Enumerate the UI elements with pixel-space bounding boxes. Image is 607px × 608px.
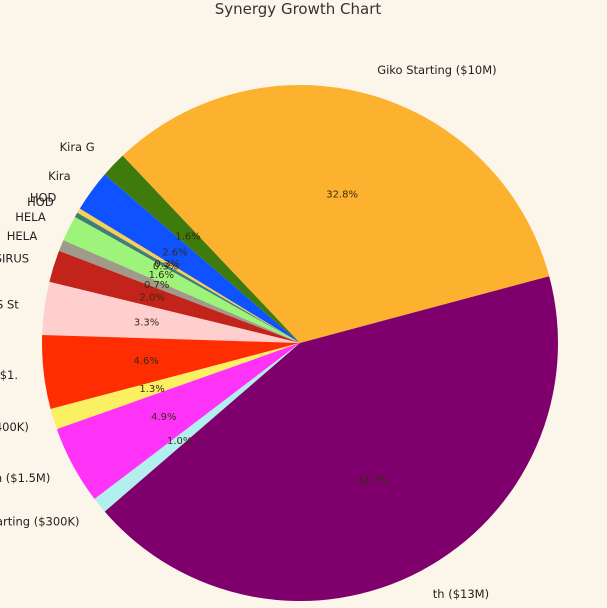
slice-label: HELA (15, 210, 46, 224)
slice-percent-label: 1.6% (175, 232, 200, 243)
slice-percent-label: 2.0% (139, 292, 164, 303)
chart-title: Synergy Growth Chart (215, 0, 382, 18)
slice-label: HELA (7, 229, 38, 243)
slice-labels: Giko Starting ($10M)Kira GKiraHODHODHELA… (0, 63, 497, 601)
slice-label: Kira G (60, 140, 95, 154)
slice-label: Giko Starting ($10M) (377, 63, 496, 77)
pie-slice (42, 334, 301, 409)
slice-percent-label: 32.8% (326, 190, 358, 201)
slice-percent-label: 4.9% (151, 412, 176, 423)
slice-percent-label: 3.3% (134, 318, 159, 329)
pie-slices (42, 84, 559, 601)
pie-slice (77, 208, 300, 343)
pie-slice (59, 240, 300, 343)
pie-slice (122, 84, 550, 343)
slice-percent-label: 1.6% (149, 270, 174, 281)
slice-label: DJI Growth ($1. (0, 368, 18, 382)
pie-slice (42, 281, 300, 343)
slice-label: SIRUS (0, 252, 29, 266)
pie-slice (63, 217, 300, 343)
pie-slice (94, 343, 300, 512)
slice-percent-label: 1.3% (139, 384, 164, 395)
slice-label: SIRUS St (0, 298, 19, 312)
pie-slice (104, 276, 559, 601)
slice-percent-label: 1.0% (167, 436, 192, 447)
slice-label: HOD (30, 190, 57, 204)
slice-label: SUWI Starting ($300K) (0, 515, 80, 529)
slice-percent-label: 42.7% (357, 475, 389, 486)
slice-percent-label: 0.3% (154, 259, 179, 270)
slice-label: HOD (27, 195, 54, 209)
pie-slice (79, 174, 300, 343)
slice-percent-label: 0.7% (144, 280, 169, 291)
slice-percent-label: 0.3% (153, 262, 178, 273)
slice-label: DJI Starting ($400K) (0, 420, 29, 434)
pie-slice (56, 343, 300, 500)
slice-label: Kira (48, 169, 71, 183)
pie-slice (49, 250, 300, 343)
pie-slice (104, 155, 300, 343)
percent-labels: 32.8%1.6%2.6%0.3%0.3%1.6%0.7%2.0%3.3%4.6… (133, 190, 388, 487)
slice-label: SUWI Growth ($1.5M) (0, 471, 50, 485)
slice-label: th ($13M) (433, 587, 489, 601)
slice-percent-label: 2.6% (162, 247, 187, 258)
pie-slice (50, 343, 300, 430)
pie-slice (74, 212, 300, 343)
slice-percent-label: 4.6% (133, 356, 158, 367)
